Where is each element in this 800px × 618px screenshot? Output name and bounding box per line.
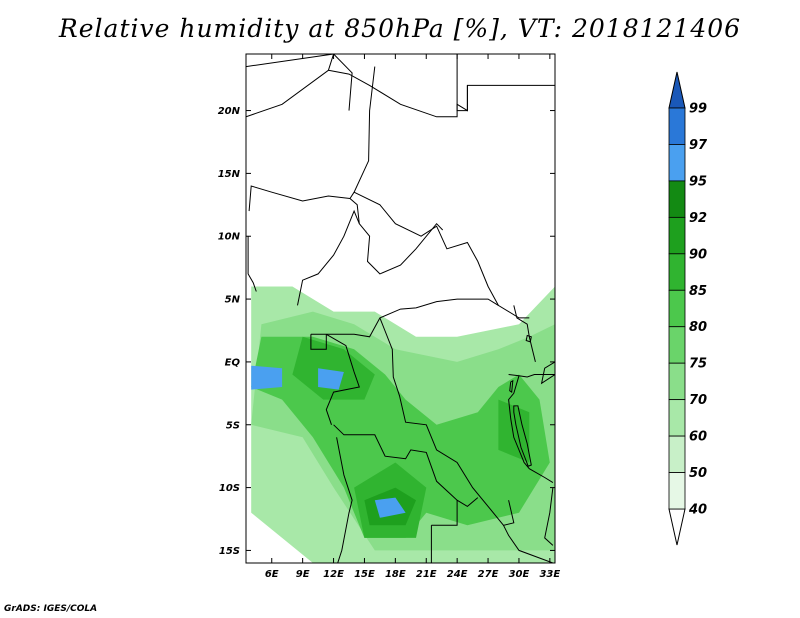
colorbar-level-label: 92	[689, 211, 707, 226]
lon-tick-label: 12E	[323, 569, 344, 580]
lat-tick-label: 10S	[219, 483, 240, 494]
lat-tick-label: 5N	[225, 295, 241, 306]
colorbar-level-label: 90	[689, 247, 707, 262]
colorbar-bin	[668, 472, 686, 510]
country-border	[456, 54, 555, 112]
lon-tick-label: 21E	[416, 569, 437, 580]
colorbar-level-label: 75	[689, 357, 707, 372]
country-border	[336, 437, 353, 563]
colorbar-level-label: 50	[689, 466, 707, 481]
lon-tick-label: 24E	[447, 569, 468, 580]
humidity-region-95	[318, 368, 344, 390]
lat-tick-label: 10N	[218, 232, 241, 243]
lon-tick-label: 6E	[265, 569, 279, 580]
map-frame	[245, 53, 556, 564]
lake-outline	[525, 334, 532, 343]
lat-tick-label: 20N	[218, 106, 241, 117]
country-border	[247, 236, 257, 292]
colorbar-level-label: 85	[689, 284, 707, 299]
country-boundaries	[246, 54, 555, 563]
colorbar-bin	[668, 180, 686, 218]
lat-tick-label: 15N	[218, 169, 241, 180]
colorbar-bin	[668, 326, 686, 364]
colorbar-bin	[668, 216, 686, 255]
lake-outline	[509, 379, 514, 393]
colorbar-level-label: 60	[689, 430, 707, 445]
country-border	[325, 333, 360, 425]
lat-tick-label: 5S	[226, 420, 240, 431]
humidity-region-85	[498, 399, 530, 463]
country-border	[508, 374, 555, 378]
country-border	[333, 54, 353, 111]
lake-outlines	[509, 334, 555, 467]
colorbar-bin	[668, 362, 686, 401]
country-border	[430, 525, 432, 563]
colorbar-bottom-arrow	[668, 508, 686, 546]
map-title: Relative humidity at 850hPa [%], VT: 201…	[58, 14, 742, 43]
colorbar: 99 97 95 92 90 85 80 75 70 60 50 40	[668, 71, 708, 546]
country-border	[503, 525, 554, 563]
lon-tick-label: 18E	[385, 569, 406, 580]
lon-tick-label: 27E	[478, 569, 499, 580]
colorbar-level-label: 70	[689, 393, 707, 408]
country-border	[310, 334, 327, 350]
colorbar-level-label: 99	[689, 102, 707, 117]
colorbar-top-arrow	[668, 71, 686, 109]
country-border	[508, 375, 554, 484]
humidity-fill-layer	[251, 286, 555, 563]
country-border	[328, 69, 468, 118]
country-border	[431, 500, 458, 526]
lake-outline	[540, 361, 555, 385]
colorbar-level-label: 95	[689, 174, 707, 189]
lake-outline	[513, 405, 532, 467]
colorbar-level-label: 80	[689, 320, 707, 335]
humidity-region-85	[292, 336, 375, 400]
colorbar-bin	[668, 399, 686, 437]
country-border	[248, 185, 351, 212]
lat-tick-label: 15S	[219, 546, 240, 557]
humidity-region-95	[374, 497, 406, 518]
colorbar-bin	[668, 144, 686, 182]
colorbar-bin	[668, 435, 686, 473]
colorbar-level-label: 97	[689, 138, 708, 153]
lat-tick-label: EQ	[225, 357, 241, 368]
humidity-region-95	[251, 365, 283, 390]
lon-tick-label: 15E	[354, 569, 375, 580]
credit-text: GrADS: IGES/COLA	[4, 604, 98, 614]
country-border	[310, 298, 499, 338]
country-border	[353, 191, 530, 319]
lon-tick-label: 9E	[296, 569, 310, 580]
country-border	[513, 305, 536, 363]
colorbar-bin	[668, 253, 686, 291]
lon-tick-label: 30E	[509, 569, 530, 580]
country-border	[358, 222, 444, 275]
country-border	[246, 54, 334, 68]
lon-tick-label: 33E	[539, 569, 560, 580]
country-border	[333, 424, 479, 508]
colorbar-bin	[668, 289, 686, 328]
country-border	[544, 487, 554, 546]
country-border	[246, 54, 335, 161]
country-border	[297, 209, 360, 306]
colorbar-level-label: 40	[688, 503, 707, 518]
axis-ticks: 6E 9E 12E 15E 18E 21E 24E 27E 30E 33E 20N 15N 10N 5N E…	[218, 54, 560, 580]
colorbar-bin	[668, 107, 686, 145]
